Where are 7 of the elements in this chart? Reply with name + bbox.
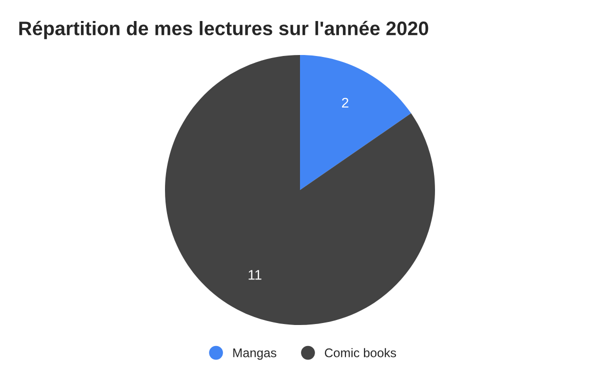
chart-title: Répartition de mes lectures sur l'année 2020 [19, 20, 428, 40]
data-label: 11 [248, 270, 262, 280]
pie-slice [300, 55, 412, 190]
data-label: 2 [342, 98, 348, 108]
legend-label: Mangas [233, 348, 276, 360]
legend-label: Comic books [324, 348, 396, 358]
pie-slice [165, 55, 435, 325]
